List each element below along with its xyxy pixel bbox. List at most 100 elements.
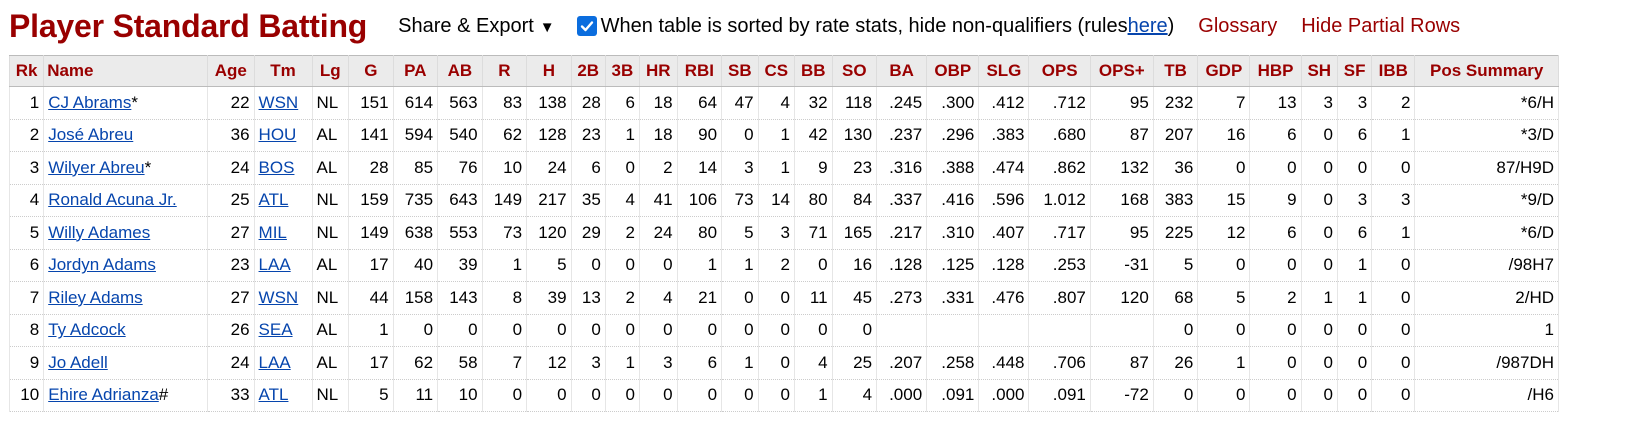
cell-g: 141 [348, 119, 394, 152]
team-link[interactable]: BOS [258, 157, 295, 177]
player-link[interactable]: José Abreu [48, 125, 134, 145]
column-header[interactable]: BB [793, 55, 833, 87]
column-header[interactable]: BA [876, 55, 928, 87]
team-link[interactable]: LAA [258, 255, 291, 275]
cell-ba [876, 314, 928, 347]
cell-slg: .448 [978, 346, 1030, 380]
column-header[interactable]: G [348, 55, 394, 87]
cell-rbi: 0 [677, 314, 723, 347]
column-header[interactable]: OPS+ [1089, 55, 1154, 87]
column-header[interactable]: IBB [1371, 55, 1416, 87]
player-link[interactable]: Ehire Adrianza [48, 385, 159, 405]
cell-obp: .091 [926, 379, 980, 412]
cell-pos: 1 [1414, 314, 1559, 347]
column-header[interactable]: HBP [1249, 55, 1302, 87]
cell-sf: 0 [1337, 151, 1373, 185]
cell-ibb: 3 [1371, 184, 1416, 217]
cell-r: 7 [482, 346, 528, 380]
qualifier-text: When table is sorted by rate stats, hide… [600, 14, 1128, 37]
hide-nonqualifiers-checkbox[interactable] [576, 16, 597, 36]
cell-age: 24 [207, 151, 255, 185]
team-link[interactable]: MIL [258, 222, 287, 242]
cell-b3: 4 [605, 184, 641, 217]
cell-ba: .207 [876, 346, 928, 380]
team-link[interactable]: ATL [258, 190, 289, 210]
team-link[interactable]: WSN [258, 287, 299, 307]
cell-sh: 0 [1301, 314, 1339, 347]
column-header[interactable]: SLG [978, 55, 1030, 87]
column-header[interactable]: H [526, 55, 572, 87]
cell-so: 25 [832, 346, 878, 380]
column-header[interactable]: Name [43, 55, 208, 87]
cell-hbp: 2 [1249, 281, 1302, 315]
cell-r: 83 [482, 86, 528, 120]
cell-cs: 0 [758, 346, 795, 380]
team-link[interactable]: HOU [258, 125, 297, 145]
player-link[interactable]: Jo Adell [48, 352, 108, 372]
team-link[interactable]: ATL [258, 385, 289, 405]
column-header[interactable]: Age [206, 55, 255, 87]
column-header[interactable]: 3B [604, 55, 641, 87]
column-header[interactable]: AB [437, 55, 483, 87]
rules-link[interactable]: here [1127, 14, 1168, 37]
cell-sf: 3 [1337, 184, 1373, 217]
player-link[interactable]: Wilyer Abreu [48, 157, 145, 177]
team-cell: HOU [254, 119, 313, 152]
glossary-link[interactable]: Glossary [1198, 14, 1278, 37]
column-header[interactable]: Tm [253, 55, 313, 87]
column-header[interactable]: R [481, 55, 528, 87]
player-link[interactable]: Riley Adams [48, 287, 143, 307]
column-header[interactable]: OBP [926, 55, 980, 87]
player-link[interactable]: Ronald Acuna Jr. [48, 190, 177, 210]
cell-gdp: 16 [1197, 119, 1251, 152]
team-link[interactable]: LAA [258, 352, 291, 372]
column-header[interactable]: OPS [1028, 55, 1091, 87]
player-link[interactable]: Ty Adcock [48, 320, 126, 340]
column-header[interactable]: RBI [676, 55, 723, 87]
cell-obp: .331 [926, 281, 980, 315]
column-header[interactable]: 2B [570, 55, 606, 87]
checkmark-icon [580, 21, 593, 32]
hide-partial-rows-link[interactable]: Hide Partial Rows [1301, 14, 1461, 37]
column-header[interactable]: SH [1300, 55, 1339, 87]
cell-ba: .316 [876, 151, 928, 185]
cell-h: 12 [526, 346, 572, 380]
cell-gdp: 0 [1197, 151, 1251, 185]
cell-pos: 2/HD [1414, 281, 1559, 315]
cell-h: 120 [526, 216, 572, 250]
cell-opsp: 132 [1090, 151, 1154, 185]
cell-sf: 6 [1337, 216, 1373, 250]
cell-ops: .680 [1028, 119, 1091, 152]
cell-sb: 73 [721, 184, 759, 217]
column-header[interactable]: TB [1152, 55, 1199, 87]
column-header[interactable]: Pos Summary [1414, 55, 1559, 87]
cell-rk: 9 [8, 346, 45, 380]
player-link[interactable]: Willy Adames [48, 222, 151, 242]
column-header[interactable]: SB [721, 55, 759, 87]
cell-b2: 3 [571, 346, 606, 380]
team-link[interactable]: WSN [258, 92, 299, 112]
team-cell: ATL [254, 379, 313, 412]
column-header[interactable]: Rk [8, 55, 45, 87]
cell-opsp [1090, 314, 1154, 347]
cell-ba: .237 [876, 119, 928, 152]
table-row: 10 Ehire Adrianza# 33 ATL NL 5 11 10 0 0 0 0 0 0 0 0 1 4.… [8, 379, 1559, 412]
cell-tb: 36 [1153, 151, 1199, 185]
header-row: Rk Name Age Tm Lg G PA AB R H 2B 3B HR RBI SB CS BB SO BA O… [8, 55, 1559, 87]
share-export-menu[interactable]: Share & Export ▼ [398, 15, 554, 38]
cell-r: 10 [482, 151, 528, 185]
column-header[interactable]: SO [831, 55, 878, 87]
team-link[interactable]: SEA [258, 320, 293, 340]
column-header[interactable]: SF [1337, 55, 1373, 87]
player-link[interactable]: Jordyn Adams [48, 255, 156, 275]
column-header[interactable]: CS [757, 55, 795, 87]
column-header[interactable]: Lg [311, 55, 350, 87]
player-link[interactable]: CJ Abrams [48, 92, 132, 112]
column-header[interactable]: HR [639, 55, 678, 87]
cell-obp: .388 [926, 151, 980, 185]
cell-gdp: 7 [1197, 86, 1251, 120]
cell-g: 17 [348, 249, 394, 282]
column-header[interactable]: GDP [1197, 55, 1251, 87]
column-header[interactable]: PA [392, 55, 439, 87]
cell-r: 1 [482, 249, 528, 282]
